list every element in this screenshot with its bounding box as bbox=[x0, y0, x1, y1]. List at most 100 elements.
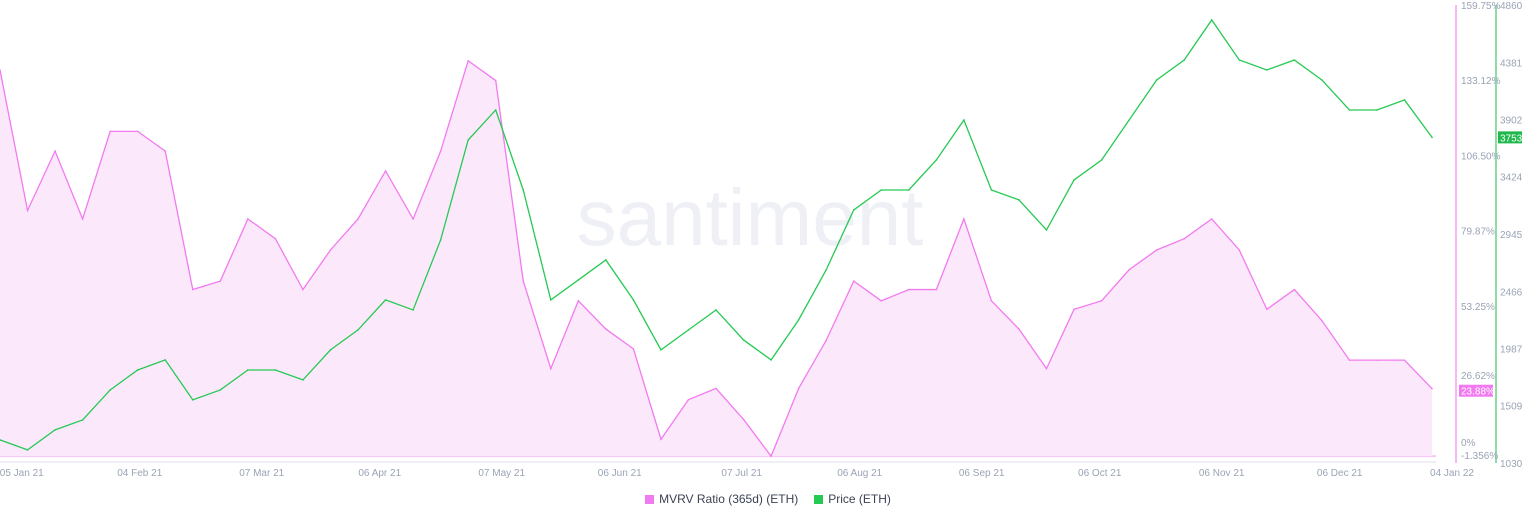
chart: santiment 05 Jan 21 04 Feb 21 07 Mar 21 06 … bbox=[0, 1, 1523, 479]
mvrv-point bbox=[1376, 359, 1378, 361]
legend-label-price: Price (ETH) bbox=[828, 492, 891, 506]
legend-label-mvrv: MVRV Ratio (365d) (ETH) bbox=[659, 492, 799, 506]
price-point bbox=[1210, 19, 1213, 21]
mvrv-point bbox=[439, 150, 442, 152]
price-point bbox=[1403, 99, 1406, 101]
mvrv-point bbox=[1431, 387, 1433, 390]
price-point bbox=[852, 209, 855, 211]
price-point bbox=[880, 189, 883, 191]
legend-swatch-mvrv bbox=[645, 494, 655, 504]
price-point bbox=[1018, 199, 1020, 201]
price-point bbox=[1293, 59, 1296, 61]
price-point bbox=[81, 419, 84, 421]
mvrv-point bbox=[1045, 367, 1048, 370]
mvrv-point bbox=[412, 218, 414, 220]
mvrv-point bbox=[990, 300, 993, 302]
mvrv-tick-label: 79.87% bbox=[1461, 227, 1495, 238]
mvrv-point bbox=[687, 398, 690, 401]
price-point bbox=[770, 359, 772, 361]
mvrv-tick-label: -1.356% bbox=[1461, 451, 1498, 462]
mvrv-point bbox=[274, 237, 277, 240]
mvrv-point bbox=[467, 59, 469, 62]
price-point bbox=[1238, 59, 1241, 61]
mvrv-point bbox=[797, 387, 800, 390]
mvrv-point bbox=[1348, 359, 1351, 361]
mvrv-point bbox=[1183, 237, 1186, 240]
x-tick-label: 06 Jun 21 bbox=[598, 468, 642, 479]
mvrv-point bbox=[26, 209, 29, 212]
x-tick-label: 06 Oct 21 bbox=[1078, 468, 1122, 479]
legend-item-price[interactable]: Price (ETH) bbox=[814, 492, 891, 506]
price-point bbox=[247, 369, 249, 371]
price-tick-label: 3424 bbox=[1500, 173, 1523, 184]
price-point bbox=[302, 379, 304, 381]
price-tick-label: 1030 bbox=[1500, 459, 1523, 470]
legend-swatch-price bbox=[814, 494, 824, 504]
mvrv-point bbox=[384, 170, 387, 172]
x-tick-label: 04 Feb 21 bbox=[117, 468, 162, 479]
watermark: santiment bbox=[577, 173, 924, 262]
mvrv-point bbox=[164, 150, 167, 152]
mvrv-point bbox=[577, 300, 580, 302]
x-tick-label: 07 Mar 21 bbox=[239, 468, 284, 479]
legend: MVRV Ratio (365d) (ETH) Price (ETH) bbox=[0, 492, 1536, 506]
price-point bbox=[605, 259, 607, 261]
price-point bbox=[1431, 136, 1433, 139]
mvrv-point bbox=[1073, 308, 1075, 311]
mvrv-point bbox=[1100, 300, 1103, 302]
price-point bbox=[963, 119, 965, 121]
mvrv-point bbox=[1128, 268, 1130, 271]
mvrv-point bbox=[0, 69, 1, 71]
price-point bbox=[632, 299, 635, 301]
mvrv-point bbox=[549, 367, 552, 370]
price-point bbox=[1100, 159, 1103, 161]
price-point bbox=[1128, 119, 1130, 121]
mvrv-tick-label: 159.75% bbox=[1461, 1, 1501, 12]
price-point bbox=[1321, 79, 1323, 81]
x-tick-label: 07 Jul 21 bbox=[721, 468, 762, 479]
mvrv-point bbox=[522, 280, 525, 282]
mvrv-point bbox=[1403, 359, 1406, 361]
mvrv-last-value-badge bbox=[1459, 384, 1493, 397]
price-point bbox=[412, 309, 414, 311]
price-point bbox=[577, 279, 580, 281]
legend-item-mvrv[interactable]: MVRV Ratio (365d) (ETH) bbox=[645, 492, 798, 506]
x-tick-label: 04 Jan 22 bbox=[1430, 468, 1474, 479]
mvrv-point bbox=[963, 218, 965, 220]
x-tick-label: 06 Dec 21 bbox=[1317, 468, 1363, 479]
mvrv-point bbox=[825, 339, 827, 342]
price-point bbox=[357, 329, 359, 331]
mvrv-tick-label: 106.50% bbox=[1461, 151, 1501, 162]
price-point bbox=[54, 429, 56, 431]
mvrv-point bbox=[357, 218, 359, 220]
price-point bbox=[439, 239, 442, 241]
price-point bbox=[26, 449, 29, 451]
mvrv-point bbox=[1321, 319, 1323, 322]
mvrv-point bbox=[329, 249, 332, 251]
price-point bbox=[384, 299, 387, 301]
price-point bbox=[687, 329, 690, 331]
price-point bbox=[1348, 109, 1351, 111]
price-point bbox=[1266, 69, 1268, 71]
mvrv-point bbox=[191, 288, 194, 291]
mvrv-tick-label: 0% bbox=[1461, 438, 1476, 449]
price-point bbox=[715, 309, 717, 311]
price-point bbox=[494, 109, 497, 111]
mvrv-point bbox=[1293, 288, 1296, 291]
price-point bbox=[467, 139, 469, 141]
x-tick-label: 06 Aug 21 bbox=[837, 468, 882, 479]
price-point bbox=[136, 369, 139, 371]
x-tick-label: 05 Jan 21 bbox=[0, 468, 44, 479]
price-tick-label: 1509 bbox=[1500, 402, 1523, 413]
mvrv-point bbox=[109, 130, 111, 133]
mvrv-point bbox=[494, 79, 497, 82]
mvrv-point bbox=[1155, 249, 1158, 251]
x-tick-label: 06 Apr 21 bbox=[358, 468, 401, 479]
mvrv-point bbox=[1266, 308, 1268, 311]
mvrv-last-value: 23.88% bbox=[1461, 387, 1495, 398]
price-point bbox=[1045, 229, 1048, 231]
mvrv-point bbox=[81, 218, 84, 220]
price-tick-label: 4860 bbox=[1500, 1, 1523, 12]
mvrv-tick-label: 53.25% bbox=[1461, 302, 1495, 313]
price-point bbox=[797, 319, 800, 321]
